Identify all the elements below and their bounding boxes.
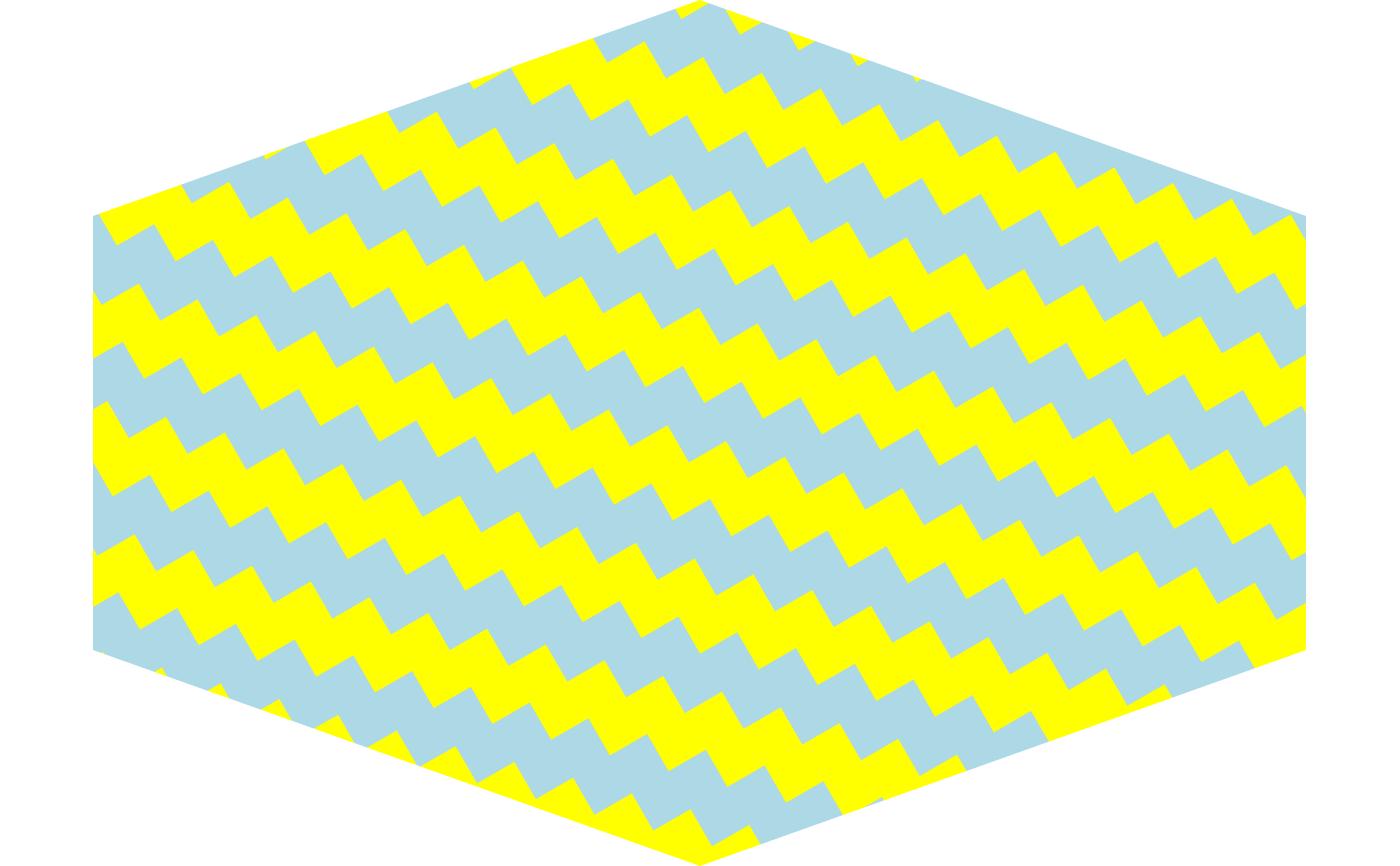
hexagon-fill [93, 0, 1306, 866]
